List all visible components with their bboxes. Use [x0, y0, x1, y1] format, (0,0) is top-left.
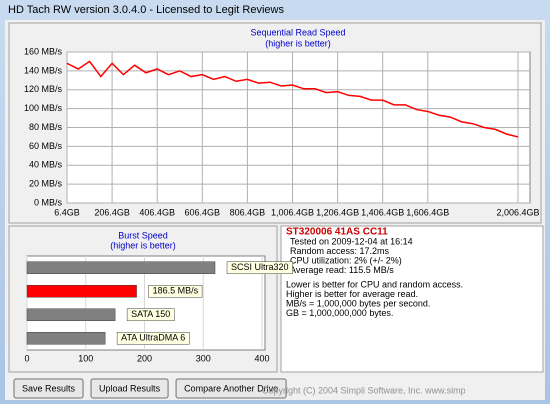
x-tick-label: 1,006.4GB [271, 207, 314, 217]
y-tick-label: 100 MB/s [24, 103, 63, 113]
bar-label-box [226, 261, 293, 274]
chart-subtitle: (higher is better) [265, 38, 331, 48]
bar-label: 186.5 MB/s [153, 286, 199, 296]
bar-label-box [116, 332, 190, 345]
bar-label: SATA 150 [131, 309, 170, 319]
info-panel [280, 225, 544, 373]
info-note: Higher is better for average read. [286, 289, 418, 299]
chart-title: Burst Speed [118, 230, 168, 240]
y-tick-label: 120 MB/s [24, 84, 63, 94]
chart-title: Sequential Read Speed [250, 27, 345, 37]
y-tick-label: 0 MB/s [34, 197, 63, 207]
x-tick-label: 100 [78, 353, 93, 363]
bar [26, 308, 116, 321]
copyright: Copyright (C) 2004 Simpli Software, Inc.… [262, 385, 523, 395]
x-tick-label: 806.4GB [230, 207, 266, 217]
info-line: Random access: 17.2ms [290, 246, 390, 256]
x-tick-label: 2,006.4GB [496, 207, 539, 217]
x-tick-label: 400 [254, 353, 269, 363]
bar-label: ATA UltraDMA 6 [121, 333, 185, 343]
y-tick-label: 80 MB/s [29, 122, 63, 132]
button-bar: Save Results Upload Results Compare Anothe… [13, 378, 287, 399]
line-series [66, 60, 519, 138]
x-tick-label: 1,206.4GB [316, 207, 359, 217]
bar [26, 261, 216, 274]
info-note: Lower is better for CPU and random acces… [286, 279, 463, 289]
button[interactable] [90, 378, 169, 399]
bar-label-box [148, 285, 203, 298]
x-tick-label: 0 [24, 353, 29, 363]
bar [26, 285, 137, 298]
bar [26, 332, 106, 345]
button-label[interactable]: Compare Another Drive [184, 383, 278, 393]
button-label[interactable]: Save Results [22, 383, 76, 393]
x-tick-label: 6.4GB [54, 207, 80, 217]
y-tick-label: 20 MB/s [29, 179, 63, 189]
y-tick-label: 40 MB/s [29, 160, 63, 170]
x-tick-label: 300 [196, 353, 211, 363]
window-title: HD Tach RW version 3.0.4.0 - Licensed to… [8, 4, 284, 16]
info-note: GB = 1,000,000,000 bytes. [286, 308, 393, 318]
x-tick-label: 406.4GB [139, 207, 175, 217]
button-label[interactable]: Upload Results [99, 383, 161, 393]
x-tick-label: 1,606.4GB [406, 207, 449, 217]
info-line: Average read: 115.5 MB/s [290, 265, 394, 275]
y-tick-label: 60 MB/s [29, 141, 63, 151]
button[interactable] [13, 378, 84, 399]
y-tick-label: 140 MB/s [24, 65, 63, 75]
info-note: MB/s = 1,000,000 bytes per second. [286, 298, 430, 308]
button[interactable] [175, 378, 287, 399]
x-tick-label: 200 [137, 353, 152, 363]
bar-label: SCSI Ultra320 [231, 262, 289, 272]
info-line: Tested on 2009-12-04 at 16:14 [290, 236, 413, 246]
x-tick-label: 606.4GB [185, 207, 221, 217]
chart-subtitle: (higher is better) [110, 240, 176, 250]
x-tick-label: 1,406.4GB [361, 207, 404, 217]
x-tick-label: 206.4GB [94, 207, 130, 217]
drive-name: ST320006 41AS CC11 [286, 227, 388, 238]
info-line: CPU utilization: 2% (+/- 2%) [290, 255, 402, 265]
y-tick-label: 160 MB/s [24, 46, 63, 56]
bar-label-box [126, 308, 175, 321]
